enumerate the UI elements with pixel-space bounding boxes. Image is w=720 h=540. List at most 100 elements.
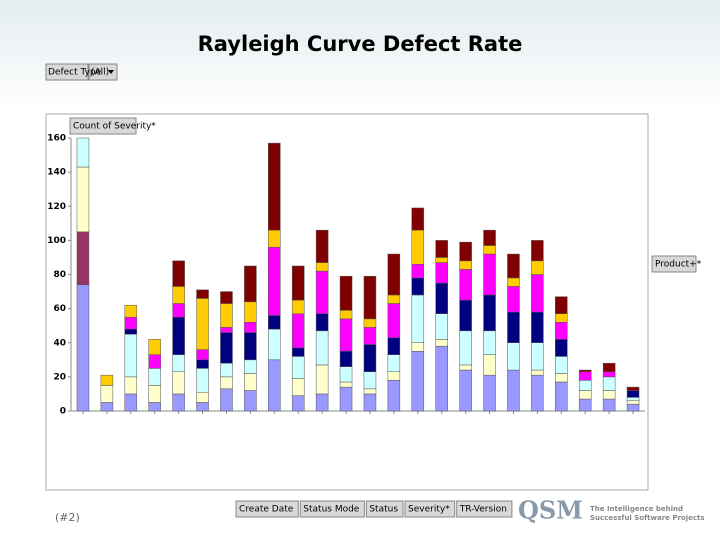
bar-segment: [100, 402, 114, 412]
bar-segment: [602, 398, 616, 412]
bar-segment: [148, 385, 161, 403]
bar-segment: [435, 240, 448, 258]
bar-segment: [291, 378, 305, 396]
field-name: Defect Type: [48, 68, 102, 78]
bar-segment: [387, 371, 401, 381]
y-tick-label: 80: [53, 270, 66, 280]
bar-segment: [531, 342, 544, 371]
bar-segment: [315, 229, 329, 263]
y-tick-label: 0: [60, 407, 66, 417]
bar-segment: [291, 265, 305, 301]
bar-segment: [411, 277, 425, 296]
bar-segment: [507, 369, 520, 412]
banner: [0, 0, 720, 110]
bar-segment: [626, 400, 640, 405]
bar-segment: [76, 231, 90, 285]
bar-segment: [411, 351, 425, 412]
category-field[interactable]: Create Date: [235, 500, 299, 518]
field-name: Product+*: [655, 260, 702, 270]
bar-segment: [315, 364, 329, 395]
bar-segment: [244, 373, 257, 391]
field-button: [456, 500, 513, 518]
bar-segment: [268, 359, 281, 412]
bar-segment: [387, 303, 401, 338]
bar-segment: [220, 291, 233, 304]
title: Rayleigh Curve Defect Rate: [198, 32, 523, 56]
category-field[interactable]: Status: [365, 500, 404, 518]
bar-segment: [435, 345, 448, 412]
bar-segment: [411, 342, 425, 352]
bar-segment: [268, 315, 281, 330]
bar-segment: [411, 207, 425, 231]
bar-segment: [459, 269, 472, 301]
bar-segment: [602, 371, 616, 378]
bar-segment: [100, 385, 114, 403]
bar-segment: [124, 393, 138, 412]
bar-segment: [339, 386, 353, 412]
bar-segment: [339, 318, 353, 352]
tagline: The Intelligence behind: [590, 505, 683, 513]
bar-segment: [172, 393, 185, 412]
bar-segment: [268, 142, 281, 231]
bar-segment: [483, 229, 496, 246]
bar-segment: [76, 284, 90, 412]
bar-segment: [483, 253, 496, 296]
field-name: Create Date: [239, 505, 294, 515]
bar-segment: [172, 286, 185, 304]
chart-frame: [45, 113, 649, 491]
field-name: TR-Version: [459, 505, 507, 515]
bar-segment: [459, 369, 472, 412]
bar-segment: [483, 330, 496, 355]
bar-segment: [555, 322, 568, 340]
bar-segment: [507, 286, 520, 313]
bar-segment: [124, 328, 138, 335]
data-field[interactable]: Count of Severity*: [69, 117, 156, 135]
bar-segment: [459, 299, 472, 332]
bar-segment: [578, 371, 592, 381]
bar-segment: [124, 304, 138, 318]
bar-segment: [220, 388, 233, 412]
category-field[interactable]: Severity*: [404, 500, 456, 518]
category-field[interactable]: TR-Version: [456, 500, 513, 518]
bar-segment: [363, 344, 377, 373]
field-button: [299, 500, 365, 518]
bar-segment: [244, 265, 257, 303]
bar-segment: [531, 240, 544, 262]
bar-segment: [435, 282, 448, 314]
bar-segment: [244, 322, 257, 333]
bar-segment: [291, 347, 305, 357]
y-tick-label: 20: [53, 372, 66, 382]
bar-segment: [578, 369, 592, 373]
field-value: (All): [91, 68, 109, 78]
bar-segment: [435, 257, 448, 263]
bar-segment: [602, 362, 616, 373]
bar-segment: [172, 260, 185, 287]
category-field[interactable]: Status Mode: [299, 500, 365, 518]
bar-segment: [555, 381, 568, 412]
bar-segment: [268, 246, 281, 316]
bar-segment: [196, 359, 209, 369]
bar-segment: [387, 253, 401, 296]
bar-segment: [507, 277, 520, 287]
bar-segment: [339, 351, 353, 367]
bar-segment: [220, 303, 233, 328]
bar-segment: [315, 270, 329, 314]
bar-segment: [315, 313, 329, 332]
bar-segment: [148, 368, 161, 386]
bar-segment: [435, 313, 448, 340]
bar-segment: [602, 376, 616, 391]
bar-segment: [531, 311, 544, 344]
bar-segment: [268, 328, 281, 361]
series-field[interactable]: Product+*: [651, 255, 702, 273]
tagline: Successful Software Projects: [590, 514, 705, 522]
bar-segment: [196, 391, 209, 403]
bar-segment: [531, 274, 544, 313]
bar-segment: [578, 380, 592, 391]
bar-segment: [148, 354, 161, 369]
bar-segment: [172, 303, 185, 318]
bar-segment: [459, 364, 472, 371]
page-field[interactable]: Defect Type (All): [45, 63, 118, 81]
bar-segment: [483, 294, 496, 332]
bar-segment: [124, 376, 138, 395]
